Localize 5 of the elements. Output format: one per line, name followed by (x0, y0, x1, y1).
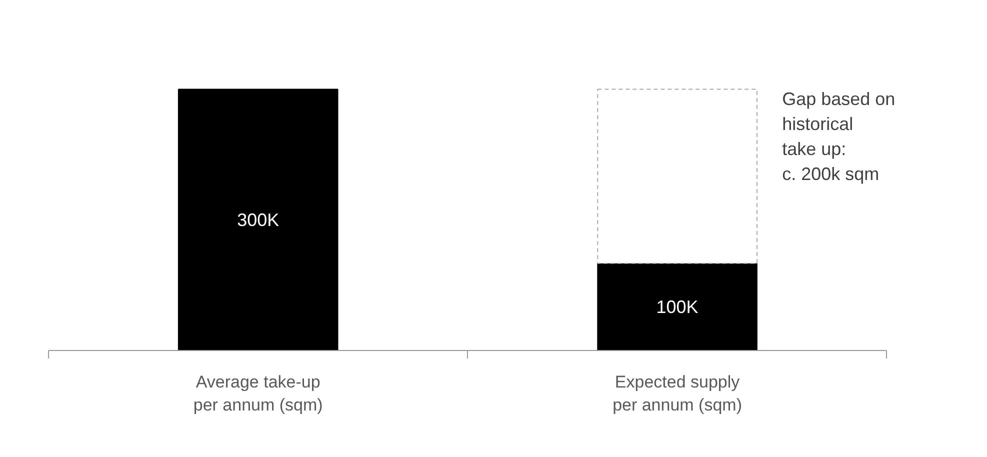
annotation: Gap based on historical take up: c. 200k sqm (782, 89, 896, 184)
x-tick-label: Expected supply per annum (sqm) (612, 372, 742, 414)
data-label: 300K (237, 210, 280, 230)
data-label: 100K (656, 296, 698, 317)
x-tick-label: Average take-up per annum (sqm) (193, 372, 323, 414)
